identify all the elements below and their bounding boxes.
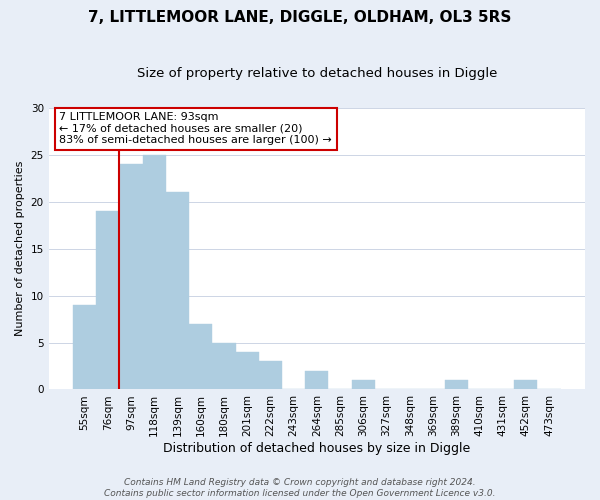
Bar — [73, 305, 96, 390]
Bar — [166, 192, 189, 390]
Text: 7, LITTLEMOOR LANE, DIGGLE, OLDHAM, OL3 5RS: 7, LITTLEMOOR LANE, DIGGLE, OLDHAM, OL3 … — [88, 10, 512, 25]
Bar — [96, 211, 119, 390]
Title: Size of property relative to detached houses in Diggle: Size of property relative to detached ho… — [137, 68, 497, 80]
Bar — [236, 352, 259, 390]
Bar — [305, 370, 328, 390]
Bar — [119, 164, 143, 390]
Bar — [352, 380, 375, 390]
Bar — [445, 380, 468, 390]
Bar — [189, 324, 212, 390]
X-axis label: Distribution of detached houses by size in Diggle: Distribution of detached houses by size … — [163, 442, 470, 455]
Text: Contains HM Land Registry data © Crown copyright and database right 2024.
Contai: Contains HM Land Registry data © Crown c… — [104, 478, 496, 498]
Bar — [259, 362, 282, 390]
Bar — [212, 342, 236, 390]
Bar — [514, 380, 538, 390]
Text: 7 LITTLEMOOR LANE: 93sqm
← 17% of detached houses are smaller (20)
83% of semi-d: 7 LITTLEMOOR LANE: 93sqm ← 17% of detach… — [59, 112, 332, 146]
Bar — [143, 155, 166, 390]
Y-axis label: Number of detached properties: Number of detached properties — [15, 161, 25, 336]
